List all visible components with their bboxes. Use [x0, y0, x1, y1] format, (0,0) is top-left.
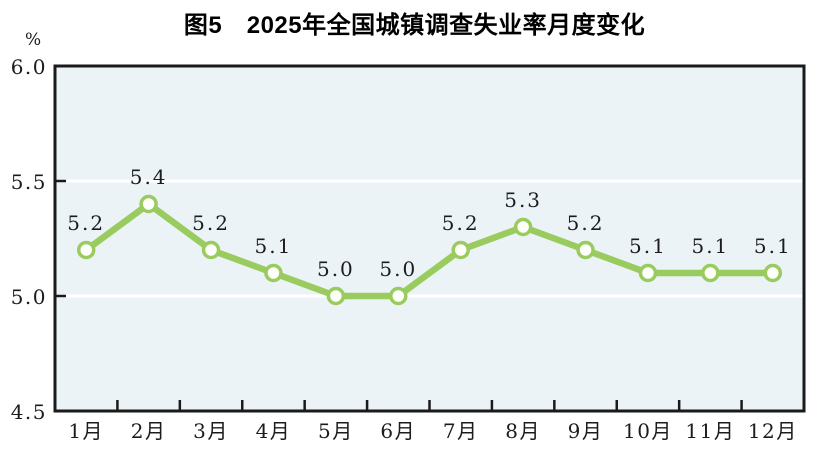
x-tick-label: 12月 — [748, 419, 798, 443]
plot-border — [53, 64, 806, 413]
data-point-label: 5.1 — [255, 234, 293, 258]
data-point-marker — [201, 240, 221, 260]
data-point-marker — [763, 263, 783, 283]
x-tick-label: 9月 — [568, 419, 604, 443]
x-tick-label: 3月 — [193, 419, 229, 443]
x-tick-label: 1月 — [68, 419, 104, 443]
data-point-marker — [513, 217, 533, 237]
data-point-label: 5.3 — [504, 188, 542, 212]
data-point-marker — [638, 263, 658, 283]
data-point-marker — [264, 263, 283, 283]
data-point-label: 5.0 — [317, 257, 355, 281]
data-point-label: 5.2 — [67, 211, 105, 235]
data-point-marker — [451, 240, 470, 260]
data-point-label: 5.2 — [567, 211, 605, 235]
y-tick-label: 5.5 — [11, 170, 47, 194]
data-point-label: 5.2 — [442, 211, 480, 235]
y-tick-label: 4.5 — [11, 400, 47, 424]
data-point-marker — [576, 240, 595, 260]
chart-title: 图5 2025年全国城镇调查失业率月度变化 — [183, 12, 646, 39]
x-tick-label: 10月 — [623, 419, 673, 443]
x-tick-label: 7月 — [443, 419, 479, 443]
series-line — [82, 200, 777, 300]
x-tick-label: 4月 — [256, 419, 292, 443]
x-tick-label: 6月 — [380, 419, 416, 443]
data-point-marker — [701, 263, 720, 283]
data-point-label: 5.0 — [379, 257, 417, 281]
data-point-label: 5.4 — [130, 165, 168, 189]
data-point-label: 5.1 — [629, 234, 667, 258]
x-tick-label: 2月 — [131, 419, 167, 443]
data-point-label: 5.1 — [691, 234, 729, 258]
plot-area — [55, 66, 804, 411]
data-point-marker — [389, 286, 408, 306]
x-tick-label: 8月 — [505, 419, 541, 443]
y-axis-unit-label: % — [25, 30, 42, 50]
data-point-label: 5.1 — [754, 234, 792, 258]
data-point-marker — [326, 286, 346, 306]
y-tick-label: 6.0 — [11, 55, 47, 79]
x-tick-label: 11月 — [685, 419, 735, 443]
data-point-marker — [139, 194, 158, 214]
data-point-marker — [76, 240, 96, 260]
y-tick-label: 5.0 — [11, 285, 47, 309]
data-point-label: 5.2 — [192, 211, 230, 235]
x-tick-label: 5月 — [318, 419, 354, 443]
